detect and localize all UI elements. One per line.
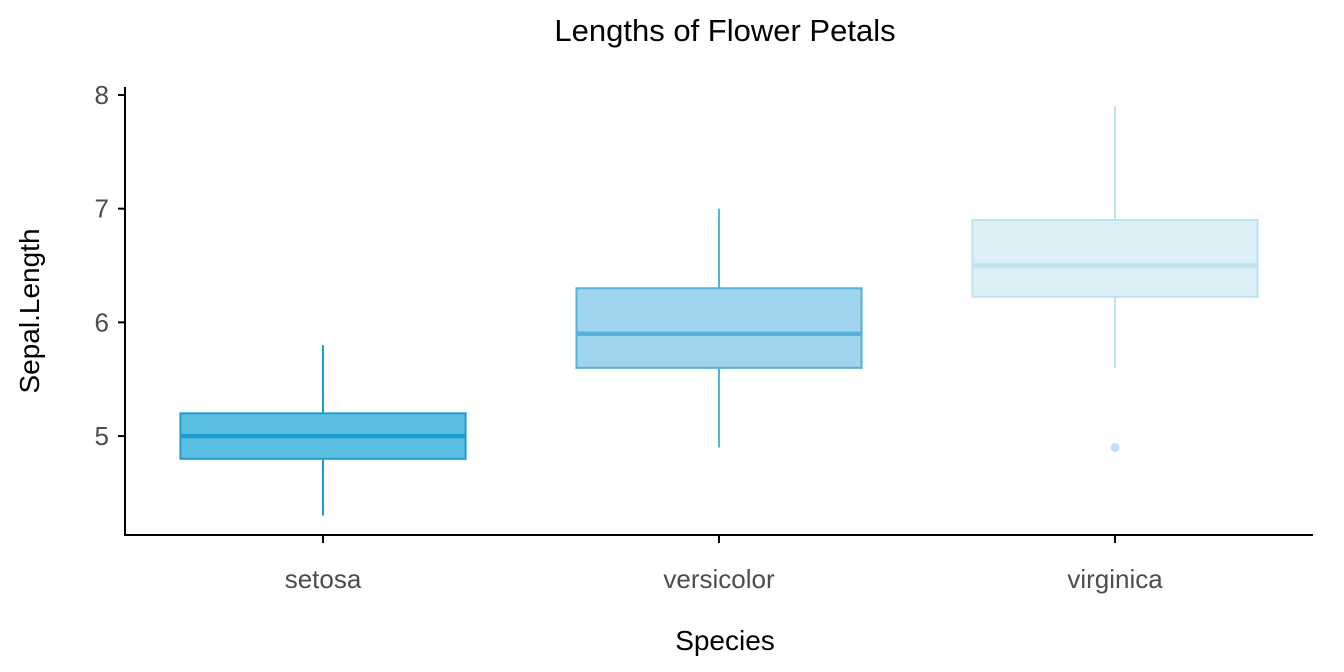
y-tick-label-7: 7 bbox=[95, 194, 109, 224]
x-axis-title: Species bbox=[675, 625, 775, 656]
box-setosa bbox=[179, 345, 467, 516]
y-axis-title: Sepal.Length bbox=[14, 228, 45, 393]
x-tick-label-virginica: virginica bbox=[1067, 564, 1163, 594]
y-tick-label-8: 8 bbox=[95, 80, 109, 110]
y-tick-label-6: 6 bbox=[95, 307, 109, 337]
box-virginica bbox=[971, 106, 1259, 452]
outlier-virginica-0 bbox=[1110, 442, 1120, 452]
chart-title: Lengths of Flower Petals bbox=[554, 13, 895, 48]
y-tick-label-5: 5 bbox=[95, 421, 109, 451]
plot-area bbox=[179, 106, 1259, 516]
y-ticks: 5 6 7 8 bbox=[95, 80, 125, 451]
box-versicolor bbox=[575, 208, 863, 448]
box-body-versicolor bbox=[575, 287, 863, 369]
x-tick-label-versicolor: versicolor bbox=[663, 564, 775, 594]
x-ticks: setosa versicolor virginica bbox=[285, 535, 1163, 594]
x-tick-label-setosa: setosa bbox=[285, 564, 362, 594]
box-body-virginica bbox=[971, 219, 1259, 298]
